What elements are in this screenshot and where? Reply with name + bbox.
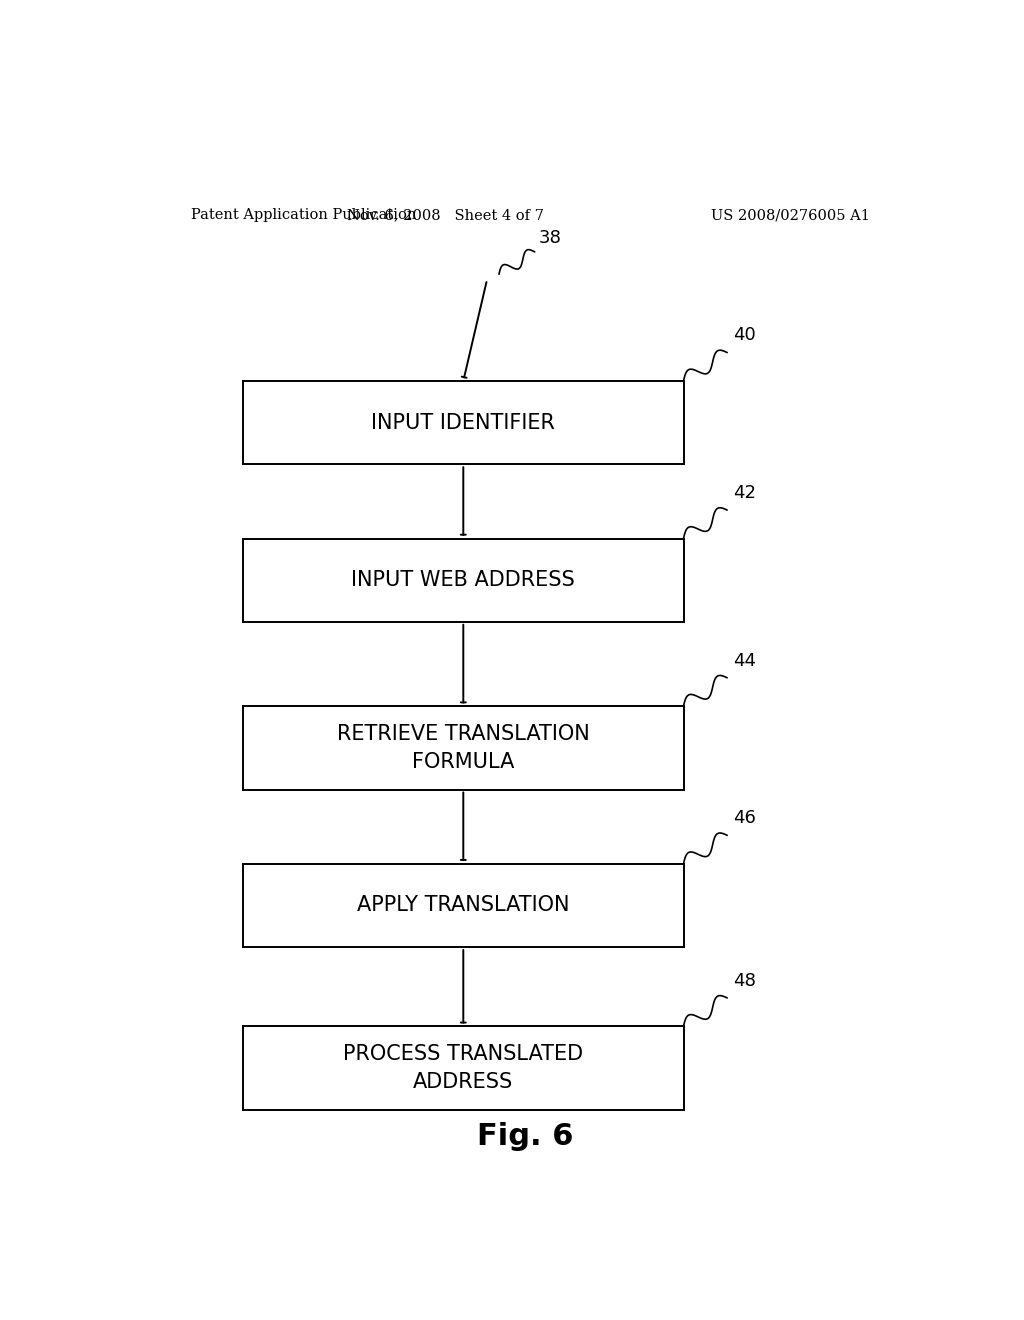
Text: 40: 40 [733, 326, 757, 345]
Text: APPLY TRANSLATION: APPLY TRANSLATION [357, 895, 569, 916]
Text: Patent Application Publication: Patent Application Publication [191, 209, 417, 222]
Text: PROCESS TRANSLATED
ADDRESS: PROCESS TRANSLATED ADDRESS [343, 1044, 584, 1092]
Text: RETRIEVE TRANSLATION
FORMULA: RETRIEVE TRANSLATION FORMULA [337, 723, 590, 772]
Bar [243, 539, 684, 622]
Bar [243, 706, 684, 789]
Bar [243, 381, 684, 465]
Text: 48: 48 [733, 972, 757, 990]
Text: INPUT WEB ADDRESS: INPUT WEB ADDRESS [351, 570, 575, 590]
Text: 38: 38 [539, 228, 561, 247]
Text: 46: 46 [733, 809, 757, 828]
Text: Fig. 6: Fig. 6 [476, 1122, 573, 1151]
Text: Nov. 6, 2008   Sheet 4 of 7: Nov. 6, 2008 Sheet 4 of 7 [347, 209, 544, 222]
Text: INPUT IDENTIFIER: INPUT IDENTIFIER [372, 413, 555, 433]
Text: US 2008/0276005 A1: US 2008/0276005 A1 [712, 209, 870, 222]
Text: 42: 42 [733, 484, 757, 502]
Bar [243, 1027, 684, 1110]
Bar [243, 863, 684, 948]
Text: 44: 44 [733, 652, 757, 669]
